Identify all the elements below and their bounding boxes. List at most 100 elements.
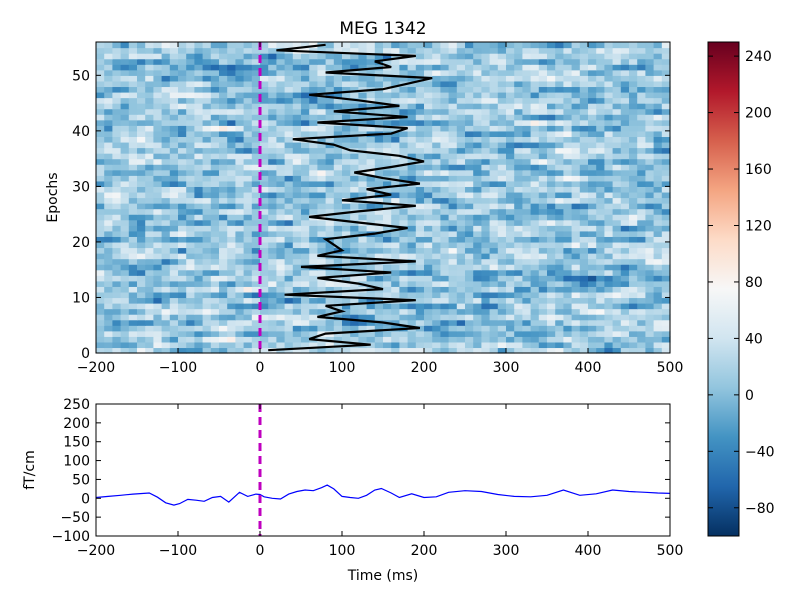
heatmap-cell xyxy=(620,286,630,293)
heatmap-cell xyxy=(251,47,261,54)
heatmap-cell xyxy=(128,80,138,88)
heatmap-cell xyxy=(161,103,171,110)
heatmap-cell xyxy=(465,64,474,71)
heatmap-cell xyxy=(227,153,236,160)
heatmap-cell xyxy=(227,114,236,121)
heatmap-cell xyxy=(104,280,113,287)
heatmap-cell xyxy=(120,180,130,187)
heatmap-cell xyxy=(530,219,540,226)
heatmap-cell xyxy=(227,47,236,54)
heatmap-cell xyxy=(661,130,671,138)
heatmap-cell xyxy=(604,258,614,265)
heatmap-cell xyxy=(161,180,171,187)
heatmap-cell xyxy=(342,164,351,171)
heatmap-cell xyxy=(424,141,433,149)
heatmap-cell xyxy=(604,191,614,199)
heatmap-cell xyxy=(194,303,204,310)
heatmap-cell xyxy=(399,264,409,271)
heatmap-cell xyxy=(186,97,195,104)
heatmap-cell xyxy=(169,325,179,332)
heatmap-cell xyxy=(178,114,187,121)
heatmap-cell xyxy=(186,64,195,71)
heatmap-cell xyxy=(284,125,294,132)
heatmap-cell xyxy=(309,153,318,160)
heatmap-cell xyxy=(391,58,400,65)
heatmap-cell xyxy=(407,341,417,349)
heatmap-cell xyxy=(137,203,146,210)
heatmap-cell xyxy=(481,314,491,321)
heatmap-cell xyxy=(358,180,368,187)
heatmap-cell xyxy=(522,136,532,143)
heatmap-cell xyxy=(202,91,212,99)
heatmap-cell xyxy=(243,69,253,76)
heatmap-cell xyxy=(588,147,597,154)
y-tick-label: 40 xyxy=(72,124,90,140)
heatmap-cell xyxy=(522,258,532,265)
heatmap-cell xyxy=(284,80,294,88)
heatmap-cell xyxy=(161,186,171,193)
heatmap-cell xyxy=(251,64,261,71)
heatmap-cell xyxy=(374,108,384,115)
heatmap-cell xyxy=(415,141,425,149)
heatmap-cell xyxy=(325,208,335,215)
heatmap-cell xyxy=(210,197,220,204)
heatmap-cell xyxy=(243,158,253,165)
heatmap-cell xyxy=(522,53,532,60)
heatmap-cell xyxy=(571,291,581,299)
heatmap-cell xyxy=(301,280,310,287)
heatmap-cell xyxy=(399,158,409,165)
heatmap-cell xyxy=(284,269,294,276)
heatmap-cell xyxy=(268,236,277,243)
heatmap-cell xyxy=(391,280,400,287)
latency-overlay-line xyxy=(268,43,433,352)
heatmap-cell xyxy=(178,208,187,215)
heatmap-cell xyxy=(292,341,302,349)
heatmap-cell xyxy=(661,108,671,115)
heatmap-cell xyxy=(104,119,113,126)
heatmap-cell xyxy=(456,241,466,249)
heatmap-cell xyxy=(128,303,138,310)
heatmap-cell xyxy=(276,297,286,304)
heatmap-cell xyxy=(399,269,409,276)
heatmap-cell xyxy=(128,203,138,210)
heatmap-cell xyxy=(317,114,327,121)
heatmap-cell xyxy=(145,291,154,299)
heatmap-cell xyxy=(137,175,146,182)
heatmap-cell xyxy=(440,53,450,60)
heatmap-cell xyxy=(112,147,122,154)
heatmap-cell xyxy=(407,86,417,93)
heatmap-cell xyxy=(440,341,450,349)
heatmap-cell xyxy=(366,119,376,126)
heatmap-cell xyxy=(629,80,638,88)
heatmap-cell xyxy=(104,158,113,165)
heatmap-cell xyxy=(538,186,548,193)
heatmap-cell xyxy=(391,186,400,193)
heatmap-cell xyxy=(424,80,433,88)
heatmap-cell xyxy=(612,336,622,343)
heatmap-cell xyxy=(432,241,441,249)
heatmap-cell xyxy=(440,164,450,171)
heatmap-cell xyxy=(489,291,499,299)
heatmap-cell xyxy=(579,125,589,132)
heatmap-cell xyxy=(227,347,236,354)
heatmap-cell xyxy=(325,219,335,226)
heatmap-cell xyxy=(571,108,581,115)
heatmap-cell xyxy=(96,275,105,282)
heatmap-cell xyxy=(547,225,556,232)
heatmap-cell xyxy=(120,247,130,254)
heatmap-cell xyxy=(268,197,277,204)
heatmap-cell xyxy=(407,264,417,271)
heatmap-cell xyxy=(219,319,228,326)
heatmap-cell xyxy=(374,203,384,210)
heatmap-cell xyxy=(391,247,400,254)
heatmap-cell xyxy=(415,64,425,71)
heatmap-cell xyxy=(399,130,409,138)
heatmap-cell xyxy=(596,314,605,321)
heatmap-cell xyxy=(301,80,310,88)
heatmap-cell xyxy=(399,214,409,221)
heatmap-cell xyxy=(104,75,113,82)
heatmap-cell xyxy=(251,275,261,282)
heatmap-cell xyxy=(194,147,204,154)
heatmap-cell xyxy=(276,269,286,276)
heatmap-cell xyxy=(440,64,450,71)
